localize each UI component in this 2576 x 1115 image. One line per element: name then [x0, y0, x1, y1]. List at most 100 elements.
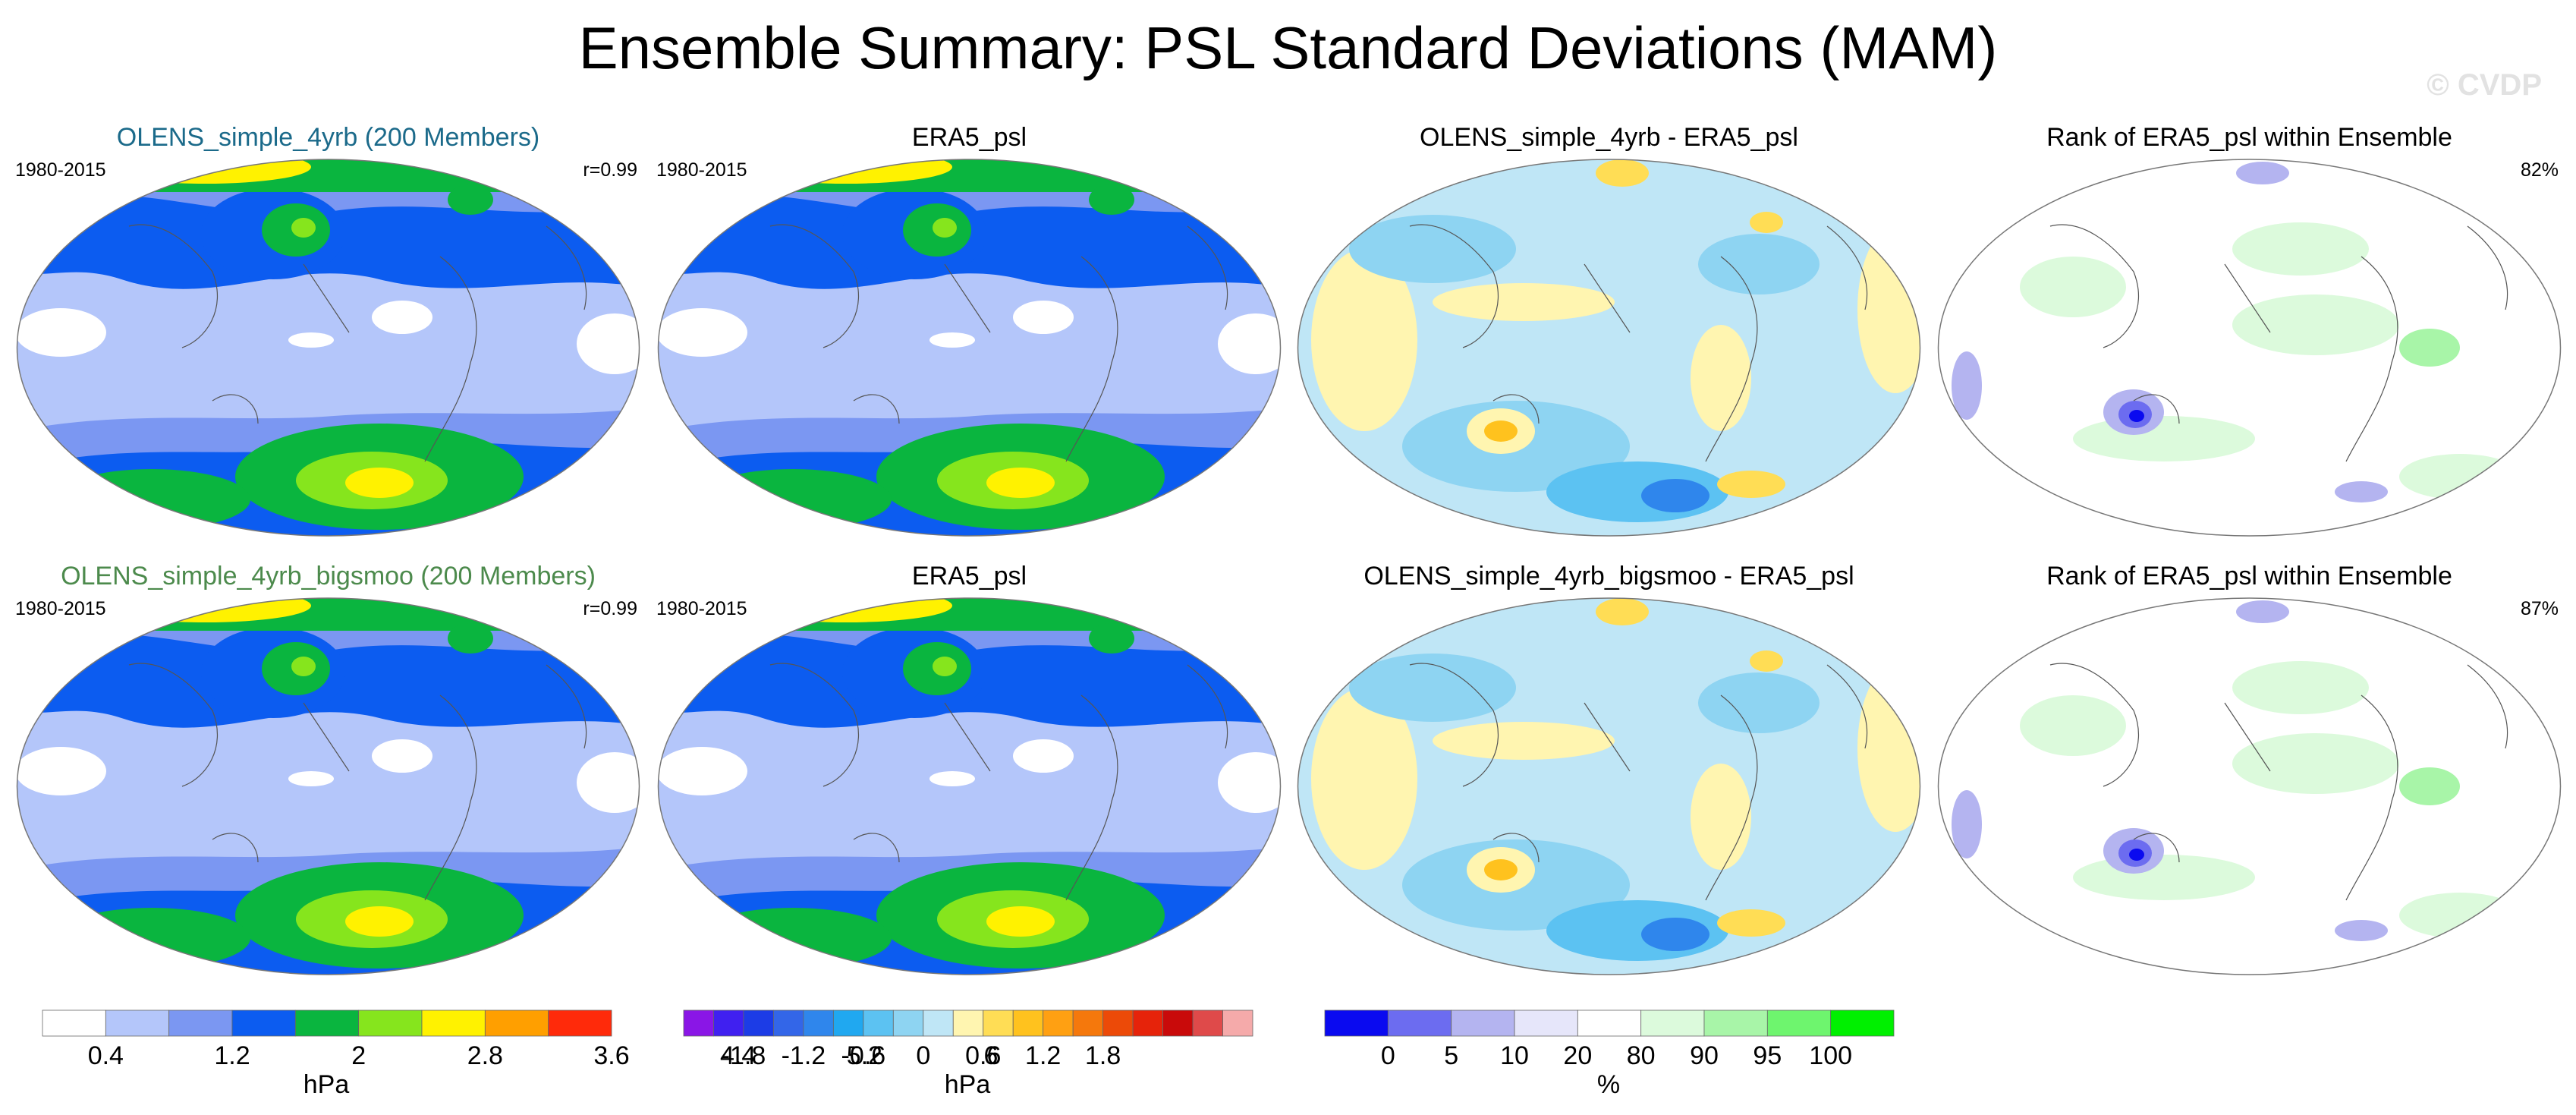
- contour-so-green-west: [53, 469, 250, 530]
- colorbar-swatch: [484, 1009, 549, 1037]
- colorbar-tick-label: 2: [351, 1041, 366, 1070]
- colorbar-unit: hPa: [944, 1070, 991, 1099]
- watermark-text: © CVDP: [2427, 68, 2542, 102]
- contour-low-aus-core: [2129, 410, 2144, 422]
- colorbar-tick-label: 90: [1690, 1041, 1719, 1070]
- contour-npac-peak: [933, 218, 957, 238]
- contour-high-npac: [2232, 661, 2369, 714]
- colorbar-swatch: [1132, 1009, 1163, 1037]
- colorbar-tick-label: 10: [1500, 1041, 1529, 1070]
- map-outline: [1937, 597, 2562, 975]
- map-rank-7: [1937, 597, 2562, 975]
- contour-natl-core: [448, 184, 493, 215]
- diff_colorbar: [683, 1009, 1253, 1037]
- colorbar-swatch: [952, 1009, 984, 1037]
- colorbar-swatch: [1640, 1009, 1705, 1037]
- panel-period: 1980-2015: [656, 598, 747, 619]
- contour-low-polar: [2236, 162, 2289, 184]
- contour-npac-peak: [933, 657, 957, 676]
- map-outline: [1297, 159, 1921, 537]
- panel-period: 1980-2015: [656, 159, 747, 181]
- contour-trop-min-east: [577, 313, 640, 374]
- contour-neg-asia: [1349, 215, 1516, 283]
- colorbar-swatch: [1514, 1009, 1578, 1037]
- std_colorbar: [42, 1009, 612, 1037]
- panel-title: Rank of ERA5_psl within Ensemble: [2046, 123, 2452, 152]
- contour-trop-min-west: [658, 308, 747, 357]
- colorbar-tick-label: 5: [1444, 1041, 1459, 1070]
- colorbar-tick-label: 95: [1753, 1041, 1782, 1070]
- colorbar-tick-label: 6: [983, 1041, 999, 1070]
- panel-title: Rank of ERA5_psl within Ensemble: [2046, 562, 2452, 591]
- contour-polar-green: [658, 159, 1281, 192]
- contour-low-so: [2335, 920, 2388, 941]
- contour-high-amer: [2399, 329, 2460, 367]
- contour-pos-natl: [1750, 650, 1783, 672]
- contour-trop-min-west: [658, 747, 747, 795]
- contour-low-aus-core: [2129, 849, 2144, 861]
- panel-title: OLENS_simple_4yrb_bigsmoo - ERA5_psl: [1363, 562, 1854, 591]
- contour-low-so: [2335, 481, 2388, 502]
- colorbar-swatch: [105, 1009, 170, 1037]
- contour-high-so-east: [2399, 454, 2521, 499]
- contour-polar-green: [658, 598, 1281, 631]
- colorbar-tick-label: 1.2: [214, 1041, 250, 1070]
- colorbar-swatch: [1324, 1009, 1389, 1037]
- contour-pos-west: [1311, 249, 1417, 431]
- map-std-5: [657, 597, 1282, 975]
- colorbar-swatch: [1830, 1009, 1895, 1037]
- map-rank-3: [1937, 159, 2562, 537]
- colorbar-tick-label: -0.6: [841, 1041, 886, 1070]
- contour-trop-min-mid: [1013, 739, 1074, 773]
- contour-high-npac: [2232, 222, 2369, 276]
- colorbar-swatch: [42, 1009, 106, 1037]
- colorbar-tick-label: 1.2: [1025, 1041, 1062, 1070]
- contour-trop-min-west: [17, 308, 106, 357]
- contour-trop-min-east: [577, 752, 640, 813]
- contour-neg-so-core: [1641, 918, 1709, 951]
- contour-polar-green: [17, 159, 640, 192]
- coastlines: [128, 224, 587, 462]
- colorbar-tick-label: 0: [1380, 1041, 1395, 1070]
- contour-polar-green: [17, 598, 640, 631]
- colorbar-swatch: [1012, 1009, 1044, 1037]
- contour-trop-min-spot: [929, 771, 975, 786]
- contour-trop-min-east: [1218, 313, 1281, 374]
- map-std-0: [16, 159, 640, 537]
- colorbar-swatch: [548, 1009, 612, 1037]
- map-outline: [1937, 159, 2562, 537]
- panel-stat: 87%: [2520, 598, 2559, 619]
- colorbar-tick-label: 0.4: [87, 1041, 124, 1070]
- contour-npac-peak: [291, 218, 316, 238]
- contour-trop-min-mid: [1013, 301, 1074, 334]
- contour-low-west: [1952, 790, 1982, 858]
- colorbar-swatch: [892, 1009, 924, 1037]
- contour-so-yellow: [345, 468, 414, 498]
- colorbar-tick-label: 2.8: [467, 1041, 503, 1070]
- colorbar-swatch: [1102, 1009, 1134, 1037]
- colorbar-swatch: [983, 1009, 1014, 1037]
- contour-high-trop: [2232, 294, 2399, 355]
- contour-trop-min-mid: [372, 301, 432, 334]
- contour-trop-min-east: [1218, 752, 1281, 813]
- colorbar-tick-label: 4.4: [720, 1041, 756, 1070]
- contour-so-green-west: [694, 908, 892, 969]
- contour-neg-atl: [1698, 234, 1820, 294]
- coastlines: [1409, 224, 1868, 462]
- colorbar-tick-label: 80: [1626, 1041, 1656, 1070]
- coastlines: [769, 224, 1228, 462]
- contour-neg-so-core: [1641, 479, 1709, 512]
- contour-so-yellow: [986, 468, 1055, 498]
- colorbar-unit: %: [1596, 1070, 1621, 1099]
- panel-title: ERA5_psl: [911, 562, 1027, 591]
- colorbar-swatch: [923, 1009, 954, 1037]
- contour-so-green-west: [694, 469, 892, 530]
- panel-stat: 82%: [2520, 159, 2559, 181]
- map-outline: [1297, 597, 1921, 975]
- coastlines: [769, 663, 1228, 901]
- contour-pos-amer: [1691, 325, 1751, 431]
- colorbar-swatch: [803, 1009, 834, 1037]
- colorbar-swatch: [1192, 1009, 1223, 1037]
- contour-low-west: [1952, 351, 1982, 420]
- contour-high-so-east: [2399, 893, 2521, 938]
